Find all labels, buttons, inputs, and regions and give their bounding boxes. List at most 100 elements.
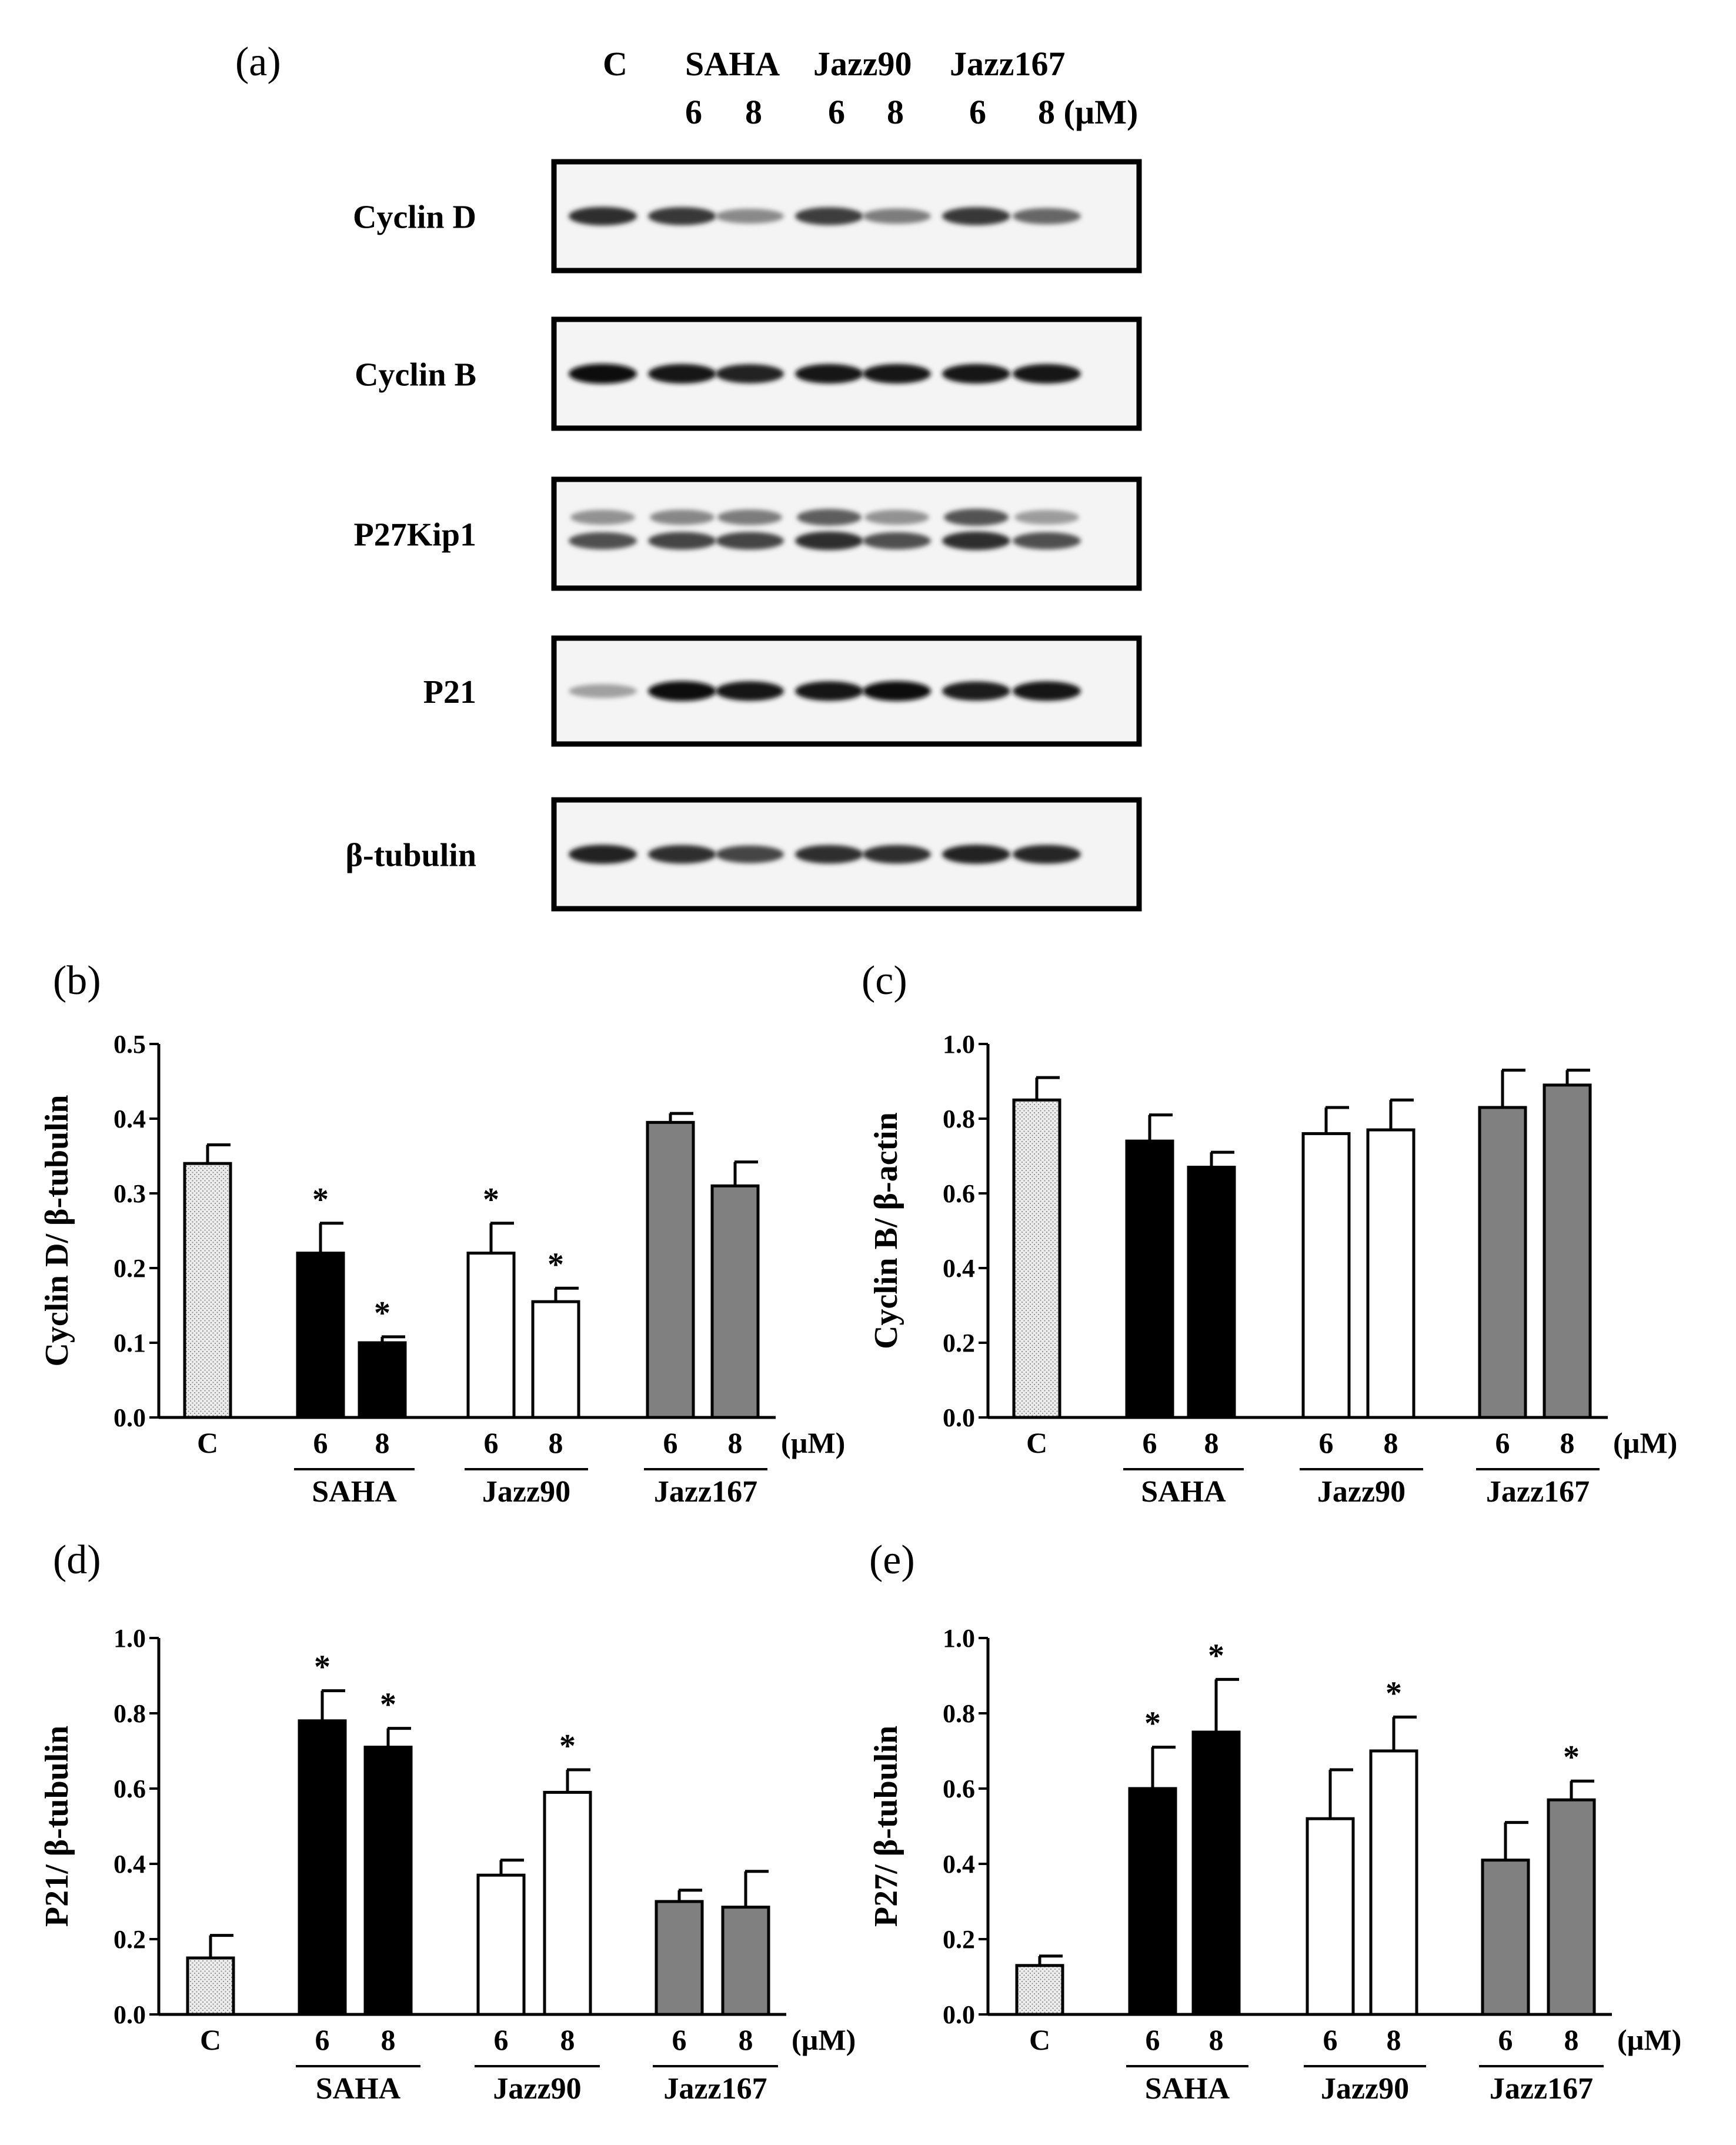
y-tick-label: 1.0 bbox=[113, 1624, 146, 1653]
blot-band bbox=[716, 681, 784, 701]
panel-label-c: (c) bbox=[862, 958, 907, 1003]
bar bbox=[1125, 1139, 1174, 1419]
x-tick-label: 6 bbox=[313, 1426, 328, 1459]
y-tick-label: 0.0 bbox=[113, 1403, 146, 1432]
y-axis-label: P27/ β-tubulin bbox=[868, 1726, 904, 1927]
blot-row-label: P21 bbox=[423, 674, 476, 710]
blot-row-label: Cyclin D bbox=[353, 199, 476, 236]
significance-marker: * bbox=[559, 1728, 576, 1764]
lane-group-label-saha: SAHA bbox=[685, 45, 780, 83]
panel-label-d: (d) bbox=[53, 1537, 101, 1583]
x-tick-label: 8 bbox=[375, 1426, 390, 1459]
bar bbox=[531, 1300, 580, 1419]
bar bbox=[186, 1956, 235, 2016]
blot-header: C SAHA Jazz90 Jazz167 6 8 6 8 6 8 (µM) bbox=[603, 45, 1138, 131]
blot-band bbox=[716, 208, 784, 224]
group-label: Jazz167 bbox=[663, 2072, 767, 2106]
y-tick-label: 0.6 bbox=[943, 1179, 975, 1208]
y-tick-label: 0.1 bbox=[113, 1329, 146, 1357]
significance-marker: * bbox=[483, 1182, 499, 1218]
y-tick-label: 0.6 bbox=[943, 1774, 975, 1803]
group-label: SAHA bbox=[312, 1475, 397, 1509]
lane-group-label-c: C bbox=[603, 45, 627, 83]
x-tick-label: 8 bbox=[1384, 1426, 1398, 1459]
unit-label: (µM) bbox=[1613, 1426, 1677, 1459]
group-label: SAHA bbox=[1145, 2072, 1230, 2106]
blot-band-upper bbox=[650, 509, 715, 525]
y-tick-label: 0.5 bbox=[113, 1030, 146, 1059]
blot-band bbox=[942, 531, 1010, 551]
x-tick-label: C bbox=[1026, 1426, 1047, 1459]
group-label: SAHA bbox=[316, 2072, 401, 2106]
bar bbox=[1191, 1730, 1241, 2016]
group-label: Jazz167 bbox=[1490, 2072, 1593, 2106]
significance-marker: * bbox=[312, 1182, 329, 1218]
blot-band bbox=[863, 845, 931, 864]
x-tick-label: 6 bbox=[1495, 1426, 1510, 1459]
y-tick-label: 1.0 bbox=[943, 1030, 975, 1059]
lane-group-label-jazz167: Jazz167 bbox=[950, 45, 1066, 83]
panel-label-e: (e) bbox=[869, 1537, 915, 1583]
bar bbox=[476, 1873, 526, 2016]
blot-band bbox=[863, 208, 931, 224]
blot-band bbox=[942, 845, 1010, 864]
blot-band bbox=[569, 845, 637, 864]
panel-label-b: (b) bbox=[53, 958, 101, 1003]
blot-band-upper bbox=[797, 509, 862, 526]
significance-marker: * bbox=[1144, 1706, 1161, 1742]
blot-band-upper bbox=[717, 509, 782, 525]
bar-chart-cyclin-d: 0.0 0.1 0.2 0.3 0.4 0.5 Cyclin D/ β-tubulin C * 6… bbox=[39, 1030, 845, 1509]
y-axis-label: Cyclin D/ β-tubulin bbox=[39, 1095, 75, 1366]
significance-marker: * bbox=[1208, 1637, 1224, 1674]
lane-dose-label: 6 bbox=[685, 93, 702, 131]
significance-marker: * bbox=[1563, 1739, 1580, 1776]
bar bbox=[298, 1719, 347, 2016]
blot-band-upper bbox=[1014, 510, 1079, 525]
blot-band bbox=[648, 681, 716, 701]
lane-dose-label: 6 bbox=[828, 93, 845, 131]
y-tick-label: 0.0 bbox=[113, 2000, 146, 2029]
blot-band bbox=[569, 532, 637, 550]
blot-band-upper bbox=[944, 509, 1009, 526]
y-axis-label: Cyclin B/ β-actin bbox=[868, 1112, 904, 1349]
blot-band bbox=[648, 532, 716, 550]
blot-row-label: β-tubulin bbox=[346, 838, 477, 874]
bar bbox=[710, 1184, 760, 1419]
y-tick-label: 0.2 bbox=[943, 1329, 975, 1357]
blot-band bbox=[1013, 681, 1081, 701]
bar bbox=[543, 1790, 592, 2016]
blot-band bbox=[795, 363, 863, 384]
bar bbox=[1369, 1749, 1418, 2016]
bar bbox=[721, 1906, 770, 2016]
group-label: Jazz90 bbox=[493, 2072, 581, 2106]
x-tick-label: 8 bbox=[549, 1426, 563, 1459]
bar-chart-p21: 0.0 0.2 0.4 0.6 0.8 1.0 P21/ β-tubulin C * 6 * 8 6 * 8… bbox=[39, 1624, 856, 2106]
blot-band bbox=[1013, 845, 1081, 864]
group-label: Jazz167 bbox=[654, 1475, 757, 1509]
blot-band bbox=[716, 532, 784, 550]
unit-label: (µM) bbox=[1617, 2023, 1681, 2056]
group-label: Jazz167 bbox=[1486, 1475, 1590, 1509]
significance-marker: * bbox=[547, 1246, 564, 1283]
blot-band bbox=[863, 532, 931, 550]
blot-band bbox=[716, 845, 784, 863]
x-tick-label: 8 bbox=[728, 1426, 743, 1459]
x-tick-label: 8 bbox=[1209, 2023, 1224, 2056]
bar bbox=[363, 1746, 413, 2016]
x-tick-label: 8 bbox=[381, 2023, 396, 2056]
bar bbox=[466, 1252, 516, 1419]
bar bbox=[1366, 1128, 1415, 1419]
bar bbox=[296, 1252, 345, 1419]
bar bbox=[1301, 1132, 1351, 1419]
y-tick-label: 0.2 bbox=[113, 1925, 146, 1954]
blot-band bbox=[716, 364, 784, 383]
x-tick-label: 6 bbox=[1143, 1426, 1157, 1459]
blot-row-label: Cyclin B bbox=[355, 357, 476, 393]
x-tick-label: 8 bbox=[1204, 1426, 1219, 1459]
blot-band bbox=[863, 681, 931, 701]
x-tick-label: 6 bbox=[484, 1426, 499, 1459]
significance-marker: * bbox=[374, 1295, 390, 1332]
blot-band bbox=[795, 845, 863, 864]
y-tick-label: 0.4 bbox=[943, 1254, 975, 1283]
blot-rows: Cyclin D Cyclin B P27Kip1 P21 β-tubulin bbox=[346, 159, 1142, 912]
